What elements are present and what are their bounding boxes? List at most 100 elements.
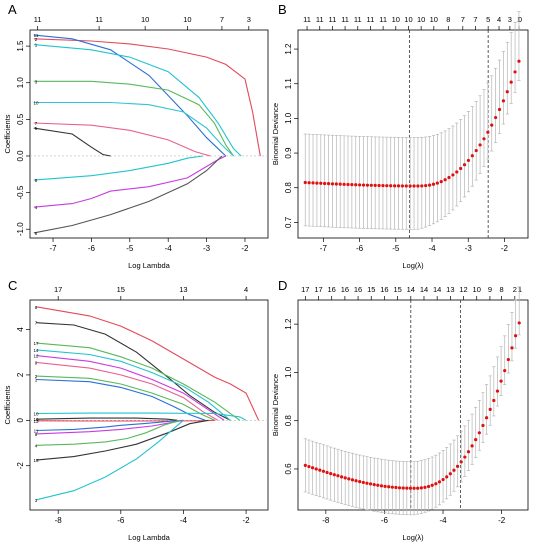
deviance-point <box>347 477 351 481</box>
x-axis-label: Log Lambda <box>128 261 171 270</box>
top-tick-label: 11 <box>34 15 42 24</box>
deviance-point <box>447 175 451 180</box>
deviance-point <box>416 486 420 490</box>
top-tick-label: 16 <box>341 285 349 294</box>
plot-frame <box>29 299 269 511</box>
coef-path-13 <box>36 419 215 422</box>
deviance-point <box>307 181 311 185</box>
deviance-point <box>451 173 455 177</box>
deviance-point <box>474 438 478 442</box>
y-tick-label: 0.0 <box>16 150 25 162</box>
deviance-point <box>373 183 377 188</box>
deviance-point <box>477 431 481 435</box>
coef-index-label: 13 <box>33 419 39 424</box>
top-tick-label: 17 <box>54 285 62 294</box>
deviance-point <box>412 184 416 188</box>
y-tick-label: 1.0 <box>284 366 293 378</box>
coef-path-15 <box>36 419 209 461</box>
panel-letter: B <box>278 2 287 17</box>
coef-index-label: 6 <box>35 432 38 437</box>
top-tick-label: 10 <box>183 15 191 24</box>
deviance-point <box>377 183 381 188</box>
top-tick-label: 10 <box>473 285 481 294</box>
deviance-point <box>346 182 350 187</box>
top-tick-label: 11 <box>303 15 311 24</box>
coef-index-label: 4 <box>35 443 38 448</box>
top-tick-label: 16 <box>354 285 362 294</box>
coef-path-16 <box>36 417 178 421</box>
deviance-point <box>361 480 365 485</box>
y-tick-label: 1.2 <box>284 318 293 330</box>
deviance-point <box>492 398 496 403</box>
coef-path-10 <box>33 101 234 157</box>
deviance-point <box>426 484 431 489</box>
x-tick-label: -6 <box>356 244 364 253</box>
deviance-point <box>448 472 452 476</box>
deviance-point <box>510 346 514 350</box>
coef-index-label: 1 <box>35 43 38 48</box>
deviance-point <box>478 143 482 147</box>
coef-path-9 <box>36 361 219 421</box>
top-tick-label: 10 <box>141 15 149 24</box>
deviance-point <box>459 460 463 464</box>
deviance-point <box>434 482 438 486</box>
deviance-point <box>494 115 498 120</box>
panel-a: A -7 -6 -5 -4 -3 -2 -1.0 -0.5 0.0 0.5 1.0 1.5 11 11 10 1… <box>3 2 269 270</box>
top-tick-label: 10 <box>430 15 438 24</box>
deviance-point <box>497 107 502 112</box>
deviance-point <box>419 486 423 490</box>
coef-index-label: 1 <box>35 377 38 382</box>
deviance-point <box>325 470 329 475</box>
top-tick-label: 4 <box>244 285 248 294</box>
y-tick-label: 1.0 <box>284 112 293 124</box>
deviance-point <box>385 184 389 188</box>
x-tick-label: -8 <box>322 516 330 525</box>
deviance-point <box>517 321 521 325</box>
top-tick-label: 11 <box>329 15 337 24</box>
x-tick-label: -2 <box>501 244 509 253</box>
deviance-point <box>412 486 416 490</box>
deviance-point <box>495 389 500 393</box>
coef-path-11 <box>36 419 184 432</box>
top-tick-label: 11 <box>316 15 324 24</box>
y-tick-label: 1.1 <box>284 78 293 90</box>
deviance-point <box>486 130 490 134</box>
deviance-point <box>513 334 518 338</box>
top-tick-label: 11 <box>379 15 387 24</box>
y-tick-label: -2 <box>16 462 25 470</box>
deviance-point <box>397 486 402 490</box>
x-tick-label: -5 <box>392 244 400 253</box>
y-axis-label: Binomial Deviance <box>271 103 280 165</box>
coef-index-label: 2 <box>35 37 38 42</box>
x-tick-label: -4 <box>439 516 447 525</box>
y-tick-label: 0.8 <box>284 182 293 194</box>
deviance-point <box>462 163 467 167</box>
deviance-point <box>354 479 358 483</box>
y-axis-label: Coefficients <box>3 114 12 153</box>
deviance-point <box>343 476 347 480</box>
top-tick-label: 9 <box>488 285 492 294</box>
coef-path-5 <box>33 127 111 157</box>
deviance-point <box>358 183 362 187</box>
x-tick-label: -7 <box>49 244 57 253</box>
deviance-point <box>424 184 428 188</box>
coef-index-label: 11 <box>34 33 39 38</box>
deviance-point <box>431 182 436 186</box>
top-tick-label: 17 <box>301 285 309 294</box>
deviance-point <box>383 484 387 488</box>
x-axis-label: Log(λ) <box>402 533 424 542</box>
top-tick-label: 14 <box>407 285 415 294</box>
coef-path-10 <box>36 412 247 421</box>
coef-index-label: 12 <box>33 354 39 359</box>
coef-index-label: 8 <box>35 305 38 310</box>
deviance-point <box>474 148 478 153</box>
deviance-point <box>369 183 373 187</box>
deviance-point <box>365 183 370 187</box>
deviance-point <box>390 485 394 489</box>
top-tick-label: 11 <box>95 15 103 24</box>
deviance-point <box>420 184 424 188</box>
x-axis-label: Log Lambda <box>128 533 171 542</box>
top-tick-label: 13 <box>446 285 454 294</box>
deviance-point <box>381 184 385 188</box>
